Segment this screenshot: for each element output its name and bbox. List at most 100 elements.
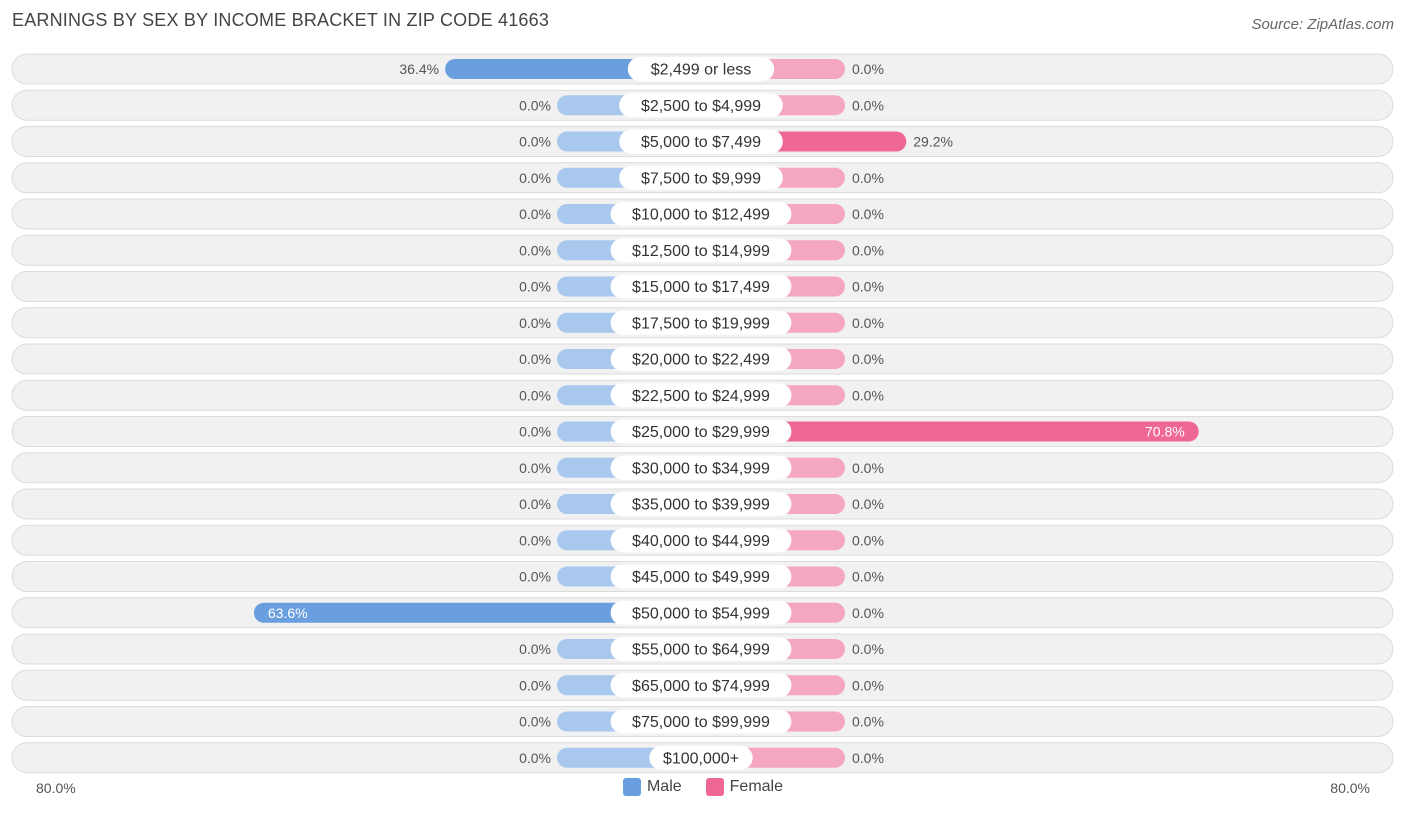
category-label: $22,500 to $24,999 (632, 388, 770, 405)
female-value-label: 0.0% (852, 279, 884, 295)
category-label: $25,000 to $29,999 (632, 424, 770, 441)
male-value-label: 0.0% (519, 387, 551, 403)
category-pill (610, 274, 792, 299)
category-pill (610, 238, 792, 263)
female-value-label: 0.0% (852, 605, 884, 621)
category-label: $17,500 to $19,999 (632, 315, 770, 332)
table-row: $100,000+ 0.0% 0.0% (11, 742, 1394, 774)
male-value-label: 0.0% (519, 677, 551, 693)
chart-area: $2,499 or less 36.4% 0.0% $2,500 to $4,999 0… (11, 53, 1394, 774)
category-pill (610, 492, 792, 516)
table-row: $50,000 to $54,999 63.6% 0.0% (11, 597, 1394, 629)
male-value-label: 0.0% (519, 750, 551, 766)
female-value-label: 0.0% (852, 242, 884, 258)
chart-title: EARNINGS BY SEX BY INCOME BRACKET IN ZIP… (12, 10, 550, 30)
female-value-label: 0.0% (852, 206, 884, 222)
male-value-label: 0.0% (519, 532, 551, 548)
legend: Male Female (0, 778, 1406, 796)
category-pill (610, 564, 792, 589)
table-row: $55,000 to $64,999 0.0% 0.0% (11, 633, 1394, 665)
female-value-label: 0.0% (852, 97, 884, 113)
category-label: $10,000 to $12,499 (632, 207, 770, 224)
male-value-label: 0.0% (519, 170, 551, 186)
category-label: $35,000 to $39,999 (632, 497, 770, 514)
category-pill (610, 202, 792, 226)
male-value-label: 0.0% (519, 714, 551, 730)
female-value-label: 0.0% (852, 750, 884, 766)
table-row: $2,499 or less 36.4% 0.0% (11, 53, 1394, 85)
female-value-label: 0.0% (852, 532, 884, 548)
category-pill (649, 745, 753, 770)
female-value-label: 29.2% (913, 134, 953, 150)
category-label: $5,000 to $7,499 (641, 134, 761, 151)
male-value-label: 0.0% (519, 97, 551, 113)
female-value-label: 0.0% (852, 569, 884, 585)
category-label: $30,000 to $34,999 (632, 460, 770, 477)
table-row: $40,000 to $44,999 0.0% 0.0% (11, 524, 1394, 556)
category-label: $50,000 to $54,999 (632, 605, 770, 622)
legend-label-female: Female (729, 778, 784, 795)
male-value-label: 0.0% (519, 279, 551, 295)
category-label: $7,500 to $9,999 (641, 170, 761, 187)
male-value-label: 0.0% (519, 460, 551, 476)
table-row: $22,500 to $24,999 0.0% 0.0% (11, 379, 1394, 411)
category-pill (610, 419, 792, 444)
legend-label-male: Male (646, 778, 682, 795)
male-value-label: 0.0% (519, 641, 551, 657)
category-pill (610, 673, 792, 698)
category-label: $55,000 to $64,999 (632, 642, 770, 659)
category-pill (610, 310, 792, 335)
table-row: $5,000 to $7,499 0.0% 29.2% (11, 126, 1394, 157)
category-pill (627, 57, 775, 81)
female-value-label: 0.0% (852, 496, 884, 512)
category-pill (619, 93, 783, 118)
category-label: $65,000 to $74,999 (632, 678, 770, 695)
category-label: $45,000 to $49,999 (632, 569, 770, 586)
category-pill (610, 455, 792, 480)
table-row: $30,000 to $34,999 0.0% 0.0% (11, 452, 1394, 484)
category-pill (610, 637, 792, 661)
female-value-label: 0.0% (852, 714, 884, 730)
category-label: $15,000 to $17,499 (632, 279, 770, 296)
category-label: $12,500 to $14,999 (632, 243, 770, 260)
category-label: $40,000 to $44,999 (632, 533, 770, 550)
category-pill (610, 383, 792, 408)
table-row: $25,000 to $29,999 0.0% 70.8% (11, 416, 1394, 447)
male-value-label: 0.0% (519, 315, 551, 331)
male-value-label: 0.0% (519, 351, 551, 367)
table-row: $12,500 to $14,999 0.0% 0.0% (11, 234, 1394, 266)
category-pill (619, 165, 783, 190)
category-pill (610, 528, 792, 553)
table-row: $2,500 to $4,999 0.0% 0.0% (11, 89, 1394, 121)
category-pill (610, 347, 792, 371)
male-value-label: 63.6% (268, 605, 308, 621)
table-row: $35,000 to $39,999 0.0% 0.0% (11, 488, 1394, 520)
table-row: $20,000 to $22,499 0.0% 0.0% (11, 343, 1394, 375)
axis-left-label: 80.0% (36, 780, 76, 796)
table-row: $17,500 to $19,999 0.0% 0.0% (11, 307, 1394, 339)
legend-item-male[interactable]: Male (622, 778, 682, 796)
category-label: $20,000 to $22,499 (632, 352, 770, 369)
male-value-label: 36.4% (399, 61, 439, 77)
male-value-label: 0.0% (519, 569, 551, 585)
female-value-label: 0.0% (852, 351, 884, 367)
female-value-label: 0.0% (852, 677, 884, 693)
category-pill (610, 600, 792, 625)
female-value-label: 70.8% (1145, 424, 1185, 440)
table-row: $65,000 to $74,999 0.0% 0.0% (11, 669, 1394, 701)
female-value-label: 0.0% (852, 170, 884, 186)
category-label: $75,000 to $99,999 (632, 714, 770, 731)
table-row: $10,000 to $12,499 0.0% 0.0% (11, 198, 1394, 230)
male-value-label: 0.0% (519, 424, 551, 440)
table-row: $15,000 to $17,499 0.0% 0.0% (11, 271, 1394, 302)
category-pill (610, 709, 792, 734)
category-label: $2,500 to $4,999 (641, 98, 761, 115)
male-value-label: 0.0% (519, 242, 551, 258)
male-value-label: 0.0% (519, 496, 551, 512)
bar-female (701, 421, 1199, 442)
table-row: $7,500 to $9,999 0.0% 0.0% (11, 162, 1394, 194)
table-row: $75,000 to $99,999 0.0% 0.0% (11, 706, 1394, 737)
legend-swatch-female (705, 778, 724, 796)
legend-item-female[interactable]: Female (705, 778, 784, 796)
male-value-label: 0.0% (519, 206, 551, 222)
